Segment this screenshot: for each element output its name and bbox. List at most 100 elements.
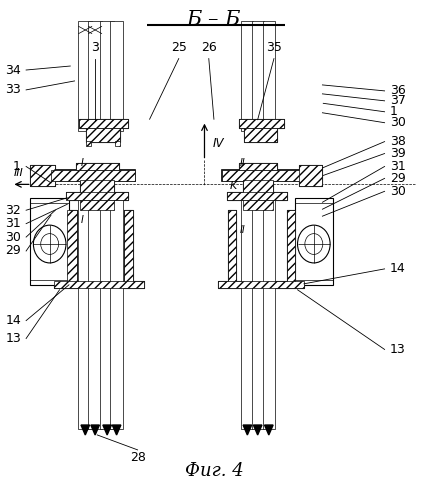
- Text: 25: 25: [171, 40, 187, 54]
- Polygon shape: [103, 425, 112, 435]
- Text: 39: 39: [390, 147, 405, 160]
- Text: 31: 31: [5, 217, 21, 230]
- Bar: [223, 170, 300, 181]
- Bar: [218, 281, 304, 288]
- Bar: [30, 198, 69, 285]
- Text: 30: 30: [390, 116, 406, 129]
- Text: 35: 35: [266, 40, 282, 54]
- Bar: [66, 192, 128, 200]
- Text: K: K: [230, 182, 237, 192]
- Text: 28: 28: [131, 451, 146, 464]
- Bar: [86, 128, 121, 141]
- Bar: [51, 170, 135, 181]
- Bar: [218, 281, 304, 288]
- Text: 1: 1: [390, 106, 398, 118]
- Bar: [239, 163, 277, 170]
- Polygon shape: [264, 425, 273, 435]
- Text: 37: 37: [390, 94, 406, 108]
- Bar: [263, 200, 275, 429]
- Bar: [86, 140, 91, 145]
- Bar: [30, 166, 55, 186]
- Bar: [243, 180, 273, 193]
- Text: II: II: [239, 225, 245, 235]
- Bar: [263, 22, 275, 130]
- Text: 31: 31: [390, 160, 405, 173]
- Text: 29: 29: [5, 244, 21, 258]
- Bar: [80, 200, 115, 210]
- Bar: [239, 163, 277, 170]
- Bar: [80, 180, 115, 193]
- Text: II: II: [239, 158, 245, 168]
- Bar: [299, 166, 322, 186]
- Bar: [239, 119, 284, 128]
- Bar: [51, 170, 135, 181]
- Polygon shape: [81, 425, 89, 435]
- Bar: [299, 166, 322, 186]
- Bar: [79, 200, 92, 429]
- Bar: [76, 163, 119, 170]
- Text: 1: 1: [13, 160, 21, 173]
- Bar: [243, 200, 273, 210]
- Bar: [76, 163, 119, 170]
- Text: I: I: [81, 215, 84, 225]
- Polygon shape: [253, 425, 262, 435]
- Text: 34: 34: [5, 64, 21, 76]
- Bar: [30, 166, 55, 186]
- Bar: [86, 128, 121, 141]
- Bar: [100, 200, 114, 429]
- Bar: [295, 198, 333, 285]
- Bar: [67, 210, 77, 285]
- Bar: [80, 180, 115, 193]
- Bar: [42, 168, 54, 179]
- Bar: [54, 281, 145, 288]
- Bar: [252, 22, 264, 130]
- Text: 30: 30: [5, 230, 21, 243]
- Bar: [244, 128, 277, 141]
- Bar: [88, 22, 102, 130]
- Text: Б – Б: Б – Б: [187, 10, 241, 29]
- Text: 26: 26: [201, 40, 217, 54]
- Text: 36: 36: [390, 84, 405, 98]
- Bar: [243, 200, 273, 210]
- Bar: [79, 119, 128, 128]
- Bar: [241, 200, 253, 429]
- Text: III: III: [13, 168, 23, 178]
- Text: 33: 33: [5, 84, 21, 96]
- Text: 30: 30: [390, 185, 406, 198]
- Bar: [124, 210, 133, 285]
- Polygon shape: [91, 425, 99, 435]
- Bar: [124, 210, 133, 285]
- Bar: [115, 140, 121, 145]
- Text: 29: 29: [390, 172, 405, 185]
- Bar: [42, 168, 54, 179]
- Bar: [228, 210, 236, 285]
- Text: IV: IV: [213, 136, 224, 149]
- Bar: [88, 200, 102, 429]
- Bar: [228, 210, 236, 285]
- Text: Фиг. 4: Фиг. 4: [184, 462, 243, 480]
- Text: 32: 32: [5, 204, 21, 216]
- Bar: [252, 200, 264, 429]
- Bar: [239, 119, 284, 128]
- Bar: [30, 170, 55, 181]
- Polygon shape: [243, 425, 252, 435]
- Bar: [241, 22, 253, 130]
- Bar: [110, 22, 123, 130]
- Text: 14: 14: [5, 314, 21, 327]
- Bar: [54, 281, 145, 288]
- Bar: [244, 128, 277, 141]
- Text: 13: 13: [5, 332, 21, 345]
- Bar: [227, 192, 287, 200]
- Bar: [67, 210, 77, 285]
- Bar: [100, 22, 114, 130]
- Text: 3: 3: [91, 40, 99, 54]
- Text: I: I: [81, 158, 84, 168]
- Text: 38: 38: [390, 135, 406, 148]
- Bar: [227, 192, 287, 200]
- Text: 14: 14: [390, 262, 405, 276]
- Bar: [243, 180, 273, 193]
- Bar: [66, 192, 128, 200]
- Bar: [79, 119, 128, 128]
- Bar: [223, 170, 300, 181]
- Bar: [110, 200, 123, 429]
